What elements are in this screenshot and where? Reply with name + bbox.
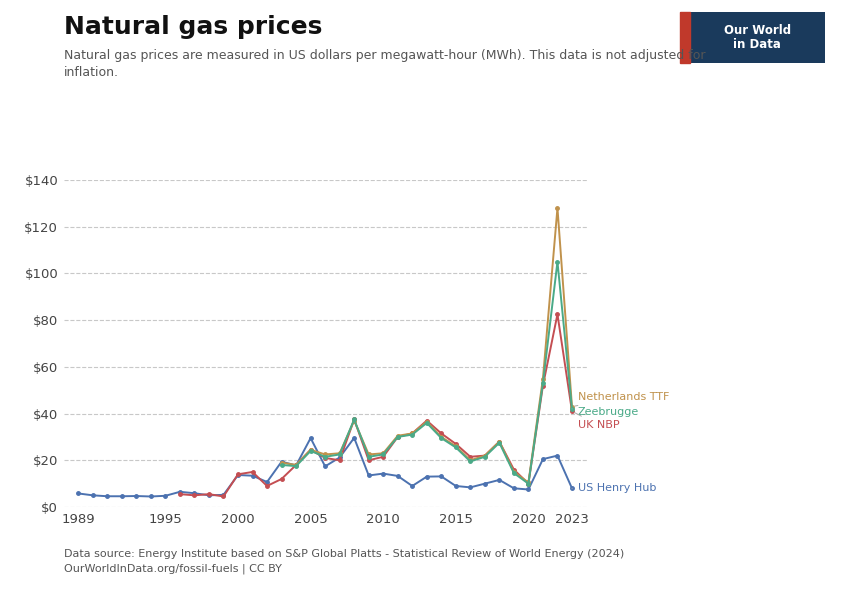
Text: US Henry Hub: US Henry Hub (572, 484, 656, 493)
Text: Natural gas prices are measured in US dollars per megawatt-hour (MWh). This data: Natural gas prices are measured in US do… (64, 49, 706, 79)
Bar (680, 12, 690, 63)
Text: Data source: Energy Institute based on S&P Global Platts - Statistical Review of: Data source: Energy Institute based on S… (64, 549, 624, 574)
Text: Netherlands TTF: Netherlands TTF (575, 392, 669, 406)
Text: Our World
in Data: Our World in Data (723, 23, 791, 52)
Text: Zeebrugge: Zeebrugge (572, 407, 639, 418)
Text: UK NBP: UK NBP (575, 413, 620, 430)
Text: Natural gas prices: Natural gas prices (64, 15, 322, 39)
